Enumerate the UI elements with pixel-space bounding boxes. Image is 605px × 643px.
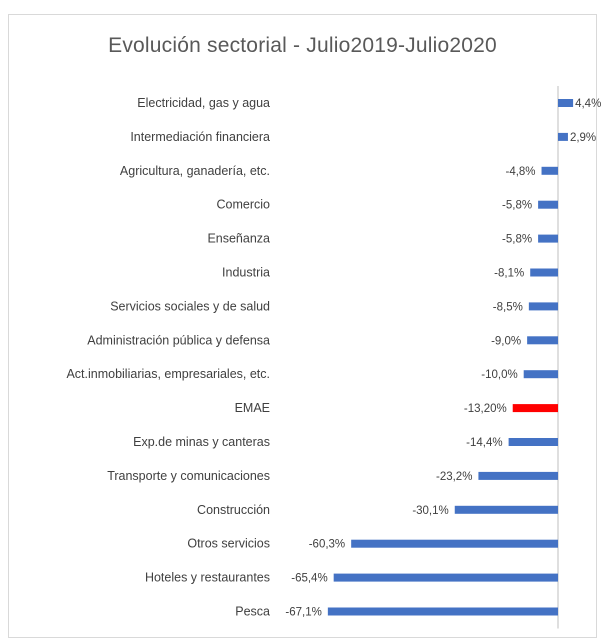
chart-title: Evolución sectorial - Julio2019-Julio202… bbox=[108, 34, 497, 57]
bar-6 bbox=[528, 302, 558, 311]
bar-4 bbox=[538, 234, 558, 243]
bar-7 bbox=[527, 336, 558, 345]
data-label-3: -5,8% bbox=[502, 200, 532, 212]
bar-11 bbox=[478, 471, 558, 480]
data-label-4: -5,8% bbox=[502, 234, 532, 246]
category-label-9: EMAE bbox=[235, 401, 270, 415]
bar-9 bbox=[512, 404, 558, 413]
category-label-3: Comercio bbox=[217, 198, 271, 212]
bar-15 bbox=[327, 607, 558, 616]
category-label-11: Transporte y comunicaciones bbox=[107, 469, 270, 483]
data-label-9: -13,20% bbox=[464, 403, 507, 415]
bar-3 bbox=[538, 200, 558, 209]
data-label-6: -8,5% bbox=[493, 301, 523, 313]
category-label-0: Electricidad, gas y agua bbox=[137, 96, 270, 110]
category-label-13: Otros servicios bbox=[187, 537, 270, 551]
category-label-7: Administración pública y defensa bbox=[87, 333, 270, 347]
data-label-13: -60,3% bbox=[309, 539, 345, 551]
category-label-1: Intermediación financiera bbox=[130, 130, 270, 144]
bar-8 bbox=[523, 370, 558, 379]
data-label-10: -14,4% bbox=[466, 437, 502, 449]
category-label-12: Construcción bbox=[197, 503, 270, 517]
bar-1 bbox=[558, 132, 568, 141]
category-label-10: Exp.de minas y canteras bbox=[133, 435, 270, 449]
category-label-2: Agricultura, ganadería, etc. bbox=[120, 164, 270, 178]
data-label-1: 2,9% bbox=[570, 132, 596, 144]
category-label-4: Enseñanza bbox=[207, 232, 270, 246]
category-label-14: Hoteles y restaurantes bbox=[145, 571, 270, 585]
category-label-6: Servicios sociales y de salud bbox=[110, 299, 270, 313]
bar-13 bbox=[351, 539, 558, 548]
category-label-15: Pesca bbox=[235, 605, 270, 619]
bar-12 bbox=[454, 505, 558, 514]
data-label-12: -30,1% bbox=[412, 505, 448, 517]
data-label-14: -65,4% bbox=[291, 573, 327, 585]
bar-5 bbox=[530, 268, 558, 277]
data-label-5: -8,1% bbox=[494, 268, 524, 280]
data-label-15: -67,1% bbox=[285, 607, 321, 619]
data-label-11: -23,2% bbox=[436, 471, 472, 483]
chart-area bbox=[8, 14, 597, 638]
data-label-0: 4,4% bbox=[575, 98, 601, 110]
bar-10 bbox=[508, 438, 558, 446]
data-label-2: -4,8% bbox=[505, 166, 535, 178]
data-label-7: -9,0% bbox=[491, 335, 521, 347]
data-label-8: -10,0% bbox=[481, 369, 517, 381]
bar-14 bbox=[333, 573, 558, 582]
bar-2 bbox=[541, 166, 558, 175]
bar-0 bbox=[558, 99, 574, 107]
category-label-8: Act.inmobiliarias, empresariales, etc. bbox=[66, 367, 270, 381]
category-label-5: Industria bbox=[222, 266, 270, 280]
